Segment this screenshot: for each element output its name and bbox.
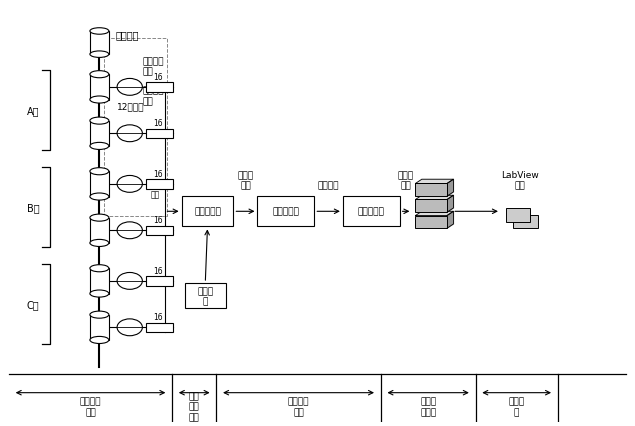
Text: A相: A相 bbox=[27, 106, 39, 116]
Text: 光纤发送端: 光纤发送端 bbox=[272, 207, 299, 216]
Text: 数据分
析模块: 数据分 析模块 bbox=[420, 397, 436, 416]
Bar bbox=[90, 75, 109, 100]
Polygon shape bbox=[447, 180, 453, 197]
Bar bbox=[146, 83, 173, 92]
Ellipse shape bbox=[90, 311, 109, 319]
Circle shape bbox=[117, 273, 142, 290]
Bar bbox=[90, 32, 109, 55]
Bar bbox=[415, 216, 447, 229]
Bar bbox=[514, 215, 537, 229]
Text: 数据传输
模块: 数据传输 模块 bbox=[288, 397, 309, 416]
Ellipse shape bbox=[90, 168, 109, 176]
Bar bbox=[506, 209, 530, 222]
Polygon shape bbox=[447, 196, 453, 213]
Text: 显示模
块: 显示模 块 bbox=[509, 397, 525, 416]
Ellipse shape bbox=[90, 193, 109, 201]
Text: 电源
供给
模块: 电源 供给 模块 bbox=[189, 391, 199, 421]
Text: 数据采集板: 数据采集板 bbox=[194, 207, 221, 216]
Text: 光纤接收端: 光纤接收端 bbox=[358, 207, 385, 216]
Bar bbox=[90, 172, 109, 197]
Polygon shape bbox=[415, 196, 453, 200]
Bar bbox=[343, 196, 399, 227]
Text: 数据采集
模块: 数据采集 模块 bbox=[80, 397, 101, 416]
Text: 16: 16 bbox=[153, 119, 163, 128]
Bar bbox=[90, 315, 109, 340]
Text: 双绞线
传输: 双绞线 传输 bbox=[237, 170, 253, 190]
Ellipse shape bbox=[90, 291, 109, 297]
Text: 电流传感
信号: 电流传感 信号 bbox=[142, 57, 164, 76]
Bar bbox=[90, 218, 109, 243]
Bar bbox=[90, 269, 109, 294]
Text: 16: 16 bbox=[153, 216, 163, 225]
Ellipse shape bbox=[90, 97, 109, 104]
Text: 供电电
源: 供电电 源 bbox=[197, 286, 213, 305]
Polygon shape bbox=[415, 212, 453, 216]
Circle shape bbox=[117, 222, 142, 239]
Text: LabView
界面: LabView 界面 bbox=[501, 170, 538, 190]
Bar bbox=[90, 121, 109, 147]
Bar bbox=[146, 323, 173, 332]
Text: 16: 16 bbox=[153, 73, 163, 82]
Bar bbox=[415, 200, 447, 213]
Circle shape bbox=[117, 176, 142, 193]
Bar bbox=[146, 226, 173, 236]
Bar bbox=[257, 196, 314, 227]
Ellipse shape bbox=[90, 52, 109, 58]
Text: 工控机: 工控机 bbox=[420, 181, 436, 190]
Text: 电压信号: 电压信号 bbox=[115, 30, 138, 40]
Text: 96路
信号: 96路 信号 bbox=[148, 180, 162, 199]
Text: 光纤传输: 光纤传输 bbox=[318, 181, 339, 190]
Ellipse shape bbox=[90, 72, 109, 78]
Polygon shape bbox=[415, 180, 453, 184]
Text: C相: C相 bbox=[27, 299, 39, 309]
Circle shape bbox=[117, 126, 142, 142]
Text: 温度传感
信号: 温度传感 信号 bbox=[142, 86, 164, 106]
Ellipse shape bbox=[90, 337, 109, 344]
Text: 16: 16 bbox=[153, 170, 163, 178]
Text: 12路信号: 12路信号 bbox=[117, 102, 145, 111]
Ellipse shape bbox=[90, 215, 109, 222]
Text: 16: 16 bbox=[153, 313, 163, 322]
Text: B相: B相 bbox=[27, 203, 39, 213]
Bar bbox=[146, 276, 173, 286]
Bar bbox=[146, 130, 173, 138]
Bar bbox=[104, 39, 167, 216]
Bar bbox=[185, 283, 226, 308]
Circle shape bbox=[117, 319, 142, 336]
Ellipse shape bbox=[90, 29, 109, 35]
Bar bbox=[415, 184, 447, 197]
Ellipse shape bbox=[90, 240, 109, 247]
Bar bbox=[182, 197, 234, 227]
Text: 16: 16 bbox=[153, 266, 163, 275]
Bar bbox=[146, 180, 173, 189]
Polygon shape bbox=[447, 212, 453, 229]
Ellipse shape bbox=[90, 265, 109, 272]
Text: 双绞线
传输: 双绞线 传输 bbox=[398, 170, 414, 190]
Circle shape bbox=[117, 79, 142, 96]
Ellipse shape bbox=[90, 118, 109, 125]
Ellipse shape bbox=[90, 143, 109, 150]
